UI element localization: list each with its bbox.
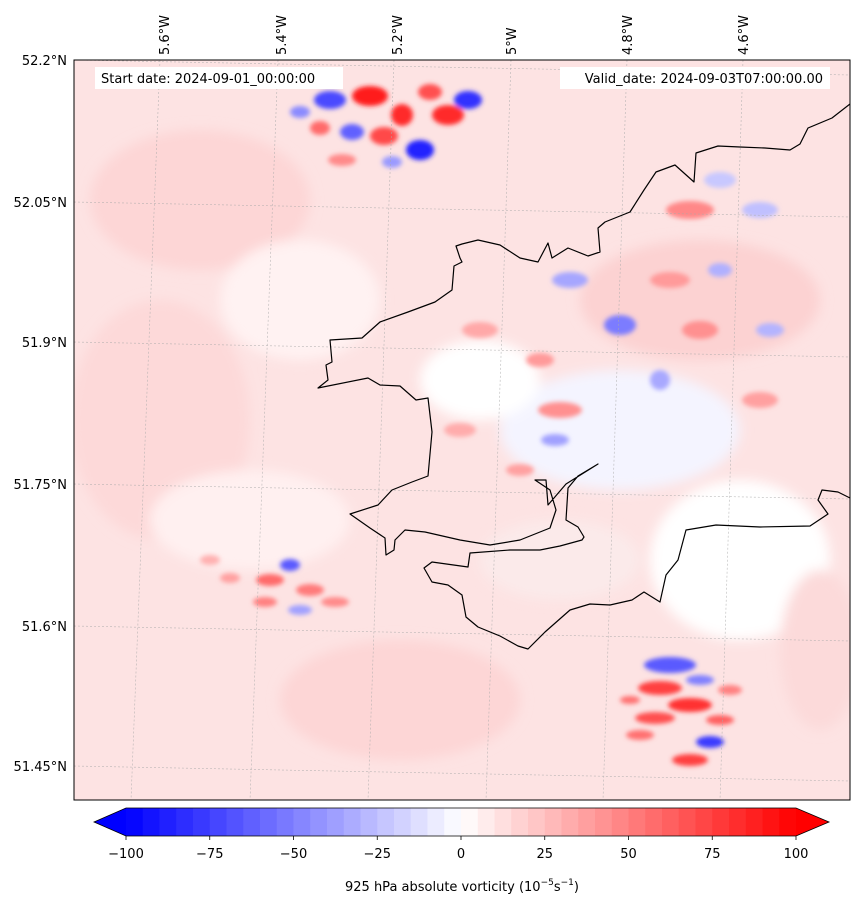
lon-label-5-2w: 5.2°W [391, 15, 406, 55]
colorbar-segment [226, 808, 244, 836]
lat-label-52-05n: 52.05°N [14, 196, 67, 211]
start-date-label: Start date: 2024-09-01_00:00:00 [101, 72, 315, 87]
colorbar-segment [745, 808, 763, 836]
vorticity-eddies-east [444, 172, 784, 476]
colorbar-tick-label: −25 [364, 847, 391, 862]
graticule-lines [74, 60, 850, 800]
colorbar-segment [779, 808, 797, 836]
colorbar-label-suffix: ) [574, 880, 579, 895]
colorbar-segment [729, 808, 747, 836]
colorbar-segment [209, 808, 227, 836]
colorbar-segment [377, 808, 395, 836]
colorbar-segment [511, 808, 529, 836]
colorbar-label-mid: s [554, 880, 561, 895]
colorbar-segment [695, 808, 713, 836]
colorbar: −100 −75 −50 −25 0 25 50 75 100 925 hPa absolute… [93, 807, 831, 895]
colorbar-segment [343, 808, 361, 836]
start-date-box [95, 67, 343, 89]
colorbar-segment [578, 808, 596, 836]
colorbar-label-prefix: 925 hPa absolute vorticity (10 [345, 880, 541, 895]
colorbar-tick-label: 50 [620, 847, 637, 862]
colorbar-segment [662, 808, 680, 836]
coastline-mainland [317, 103, 850, 650]
colorbar-segment [427, 808, 445, 836]
colorbar-tick-label: −100 [108, 847, 144, 862]
lat-label-51-9n: 51.9°N [22, 336, 67, 351]
colorbar-tick-label: 25 [536, 847, 553, 862]
map-frame [73, 59, 851, 801]
vorticity-eddies-southeast [620, 657, 742, 766]
colorbar-segment [176, 808, 194, 836]
colorbar-max-extend-arrow [796, 808, 829, 836]
colorbar-segment [276, 808, 294, 836]
colorbar-segment [477, 808, 495, 836]
vorticity-eddies-north [290, 84, 482, 168]
colorbar-segment [611, 808, 629, 836]
colorbar-segment [528, 808, 546, 836]
colorbar-segment [126, 808, 144, 836]
colorbar-segment [410, 808, 428, 836]
colorbar-segment [193, 808, 211, 836]
colorbar-segment [293, 808, 311, 836]
colorbar-segment [461, 808, 479, 836]
colorbar-segment [159, 808, 177, 836]
colorbar-segment [494, 808, 512, 836]
colorbar-segment [645, 808, 663, 836]
colorbar-segment [444, 808, 462, 836]
vorticity-eddies-southwest [200, 555, 349, 615]
lon-label-5-4w: 5.4°W [275, 15, 290, 55]
colorbar-segment [762, 808, 780, 836]
colorbar-tick-label: 0 [457, 847, 465, 862]
colorbar-segment [678, 808, 696, 836]
colorbar-min-extend-arrow [94, 808, 126, 836]
colorbar-tick-label: −75 [196, 847, 223, 862]
valid-date-box [560, 67, 830, 89]
colorbar-segment [628, 808, 646, 836]
colorbar-segment [712, 808, 730, 836]
colorbar-segment [561, 808, 579, 836]
colorbar-segment [595, 808, 613, 836]
colorbar-segment [544, 808, 562, 836]
colorbar-ticks: −100 −75 −50 −25 0 25 50 75 100 [108, 836, 808, 862]
lat-label-52-2n: 52.2°N [22, 54, 67, 69]
lat-label-51-45n: 51.45°N [14, 760, 67, 775]
colorbar-segment [243, 808, 261, 836]
colorbar-segment [142, 808, 160, 836]
colorbar-tick-label: 75 [704, 847, 721, 862]
colorbar-segment [394, 808, 412, 836]
vorticity-smooth-patches [74, 130, 850, 760]
colorbar-label-exp2: −1 [561, 878, 574, 888]
map-panel: Start date: 2024-09-01_00:00:00 Valid_da… [74, 60, 850, 800]
lon-label-4-8w: 4.8°W [621, 15, 636, 55]
coastline [317, 103, 850, 650]
colorbar-segment [327, 808, 345, 836]
longitude-labels: 5.6°W 5.4°W 5.2°W 5°W 4.8°W 4.6°W [158, 15, 752, 55]
valid-date-label: Valid_date: 2024-09-03T07:00:00.00 [585, 72, 823, 87]
colorbar-segments [126, 808, 797, 836]
lat-label-51-6n: 51.6°N [22, 620, 67, 635]
colorbar-tick-label: 100 [784, 847, 809, 862]
colorbar-segment [260, 808, 278, 836]
latitude-labels: 52.2°N 52.05°N 51.9°N 51.75°N 51.6°N 51.… [14, 54, 67, 775]
lon-label-5w: 5°W [505, 27, 520, 55]
lon-label-5-6w: 5.6°W [158, 15, 173, 55]
colorbar-segment [310, 808, 328, 836]
colorbar-label: 925 hPa absolute vorticity (10−5s−1) [345, 878, 579, 895]
colorbar-label-exp1: −5 [541, 878, 554, 888]
lon-label-4-6w: 4.6°W [737, 15, 752, 55]
lat-label-51-75n: 51.75°N [14, 478, 67, 493]
colorbar-tick-label: −50 [280, 847, 307, 862]
colorbar-segment [360, 808, 378, 836]
